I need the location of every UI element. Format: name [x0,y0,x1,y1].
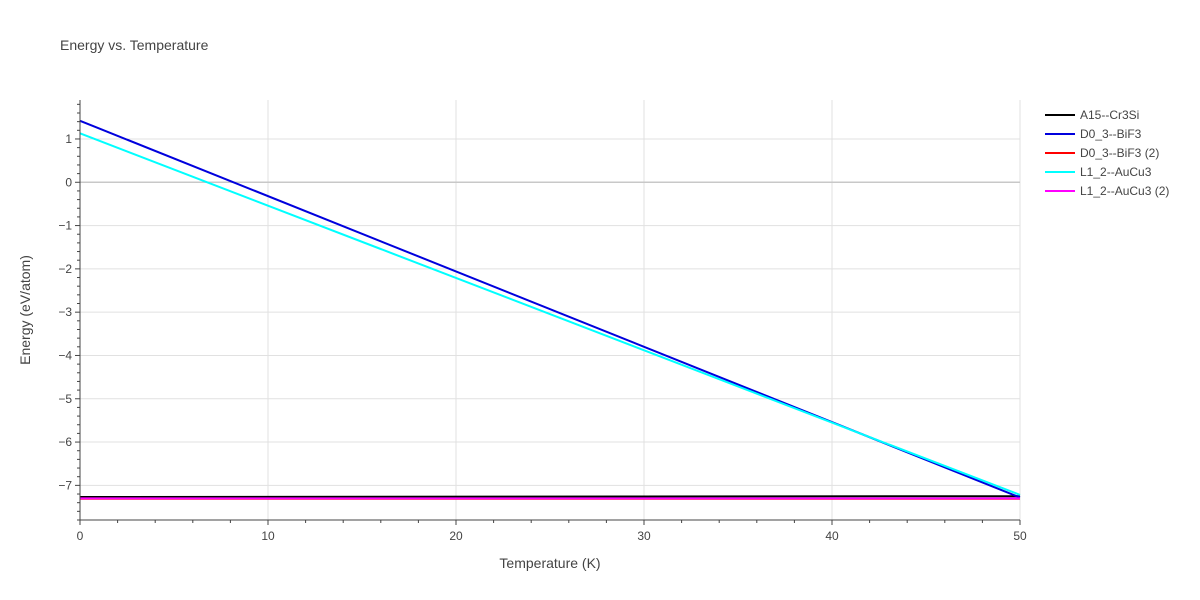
axes [75,100,1021,525]
y-axis-title: Energy (eV/atom) [17,255,33,365]
x-tick-labels: 0 10 20 30 40 50 [77,529,1027,543]
legend-label: D0_3--BiF3 (2) [1080,146,1159,160]
y-tick-label: 1 [65,132,72,146]
x-tick-label: 0 [77,529,84,543]
series-lines [79,119,1021,500]
legend-item[interactable]: A15--Cr3Si [1045,108,1139,122]
y-tick-label: −6 [58,435,72,449]
y-tick-labels: 1 0 −1 −2 −3 −4 −5 −6 −7 [58,132,72,492]
series-line-0 [79,495,1021,499]
legend-item[interactable]: L1_2--AuCu3 [1045,165,1152,179]
legend-item[interactable]: D0_3--BiF3 [1045,127,1142,141]
x-tick-label: 10 [261,529,275,543]
legend-label: D0_3--BiF3 [1080,127,1142,141]
y-tick-label: −5 [58,392,72,406]
legend-label: L1_2--AuCu3 [1080,165,1152,179]
y-tick-label: −1 [58,219,72,233]
y-tick-label: −4 [58,348,72,362]
legend[interactable]: A15--Cr3Si D0_3--BiF3 D0_3--BiF3 (2) L1_2--… [1045,108,1169,198]
grid [80,100,1021,520]
chart-title: Energy vs. Temperature [60,37,209,53]
y-tick-label: 0 [65,175,72,189]
x-tick-label: 30 [637,529,651,543]
legend-item[interactable]: L1_2--AuCu3 (2) [1045,184,1169,198]
x-tick-label: 50 [1013,529,1027,543]
legend-label: A15--Cr3Si [1080,108,1139,122]
x-tick-label: 20 [449,529,463,543]
y-tick-label: −7 [58,478,72,492]
x-tick-label: 40 [825,529,839,543]
legend-item[interactable]: D0_3--BiF3 (2) [1045,146,1159,160]
x-axis-title: Temperature (K) [499,555,600,571]
legend-label: L1_2--AuCu3 (2) [1080,184,1169,198]
y-tick-label: −2 [58,262,72,276]
series-line-3 [79,132,1021,496]
y-tick-label: −3 [58,305,72,319]
